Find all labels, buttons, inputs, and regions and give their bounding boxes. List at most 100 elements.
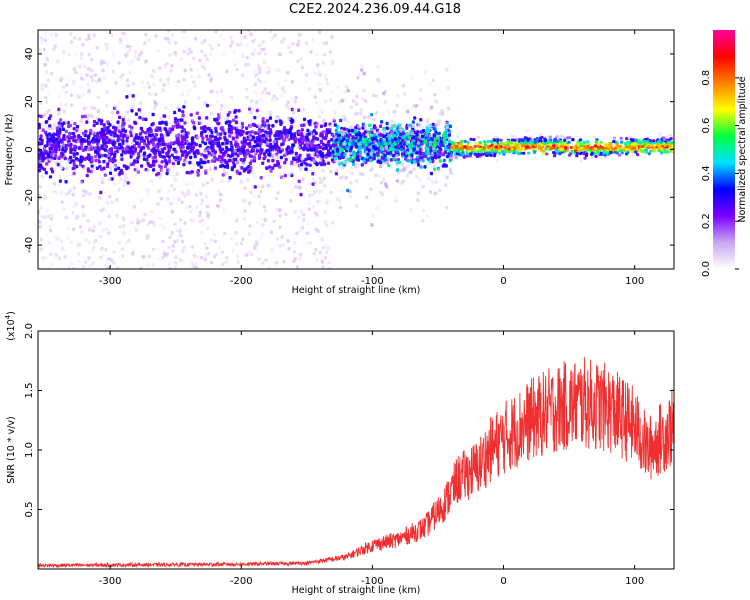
- spectral-cell: [317, 190, 321, 194]
- spectral-cell: [307, 207, 311, 211]
- spectral-cell: [258, 43, 262, 48]
- spectral-cell: [242, 216, 246, 221]
- spectral-cell: [486, 140, 490, 144]
- spectral-cell: [547, 139, 551, 143]
- spectral-cell: [82, 166, 86, 171]
- spectral-cell: [266, 141, 270, 145]
- spectral-cell: [292, 156, 296, 161]
- spectral-cell: [75, 152, 79, 156]
- spectral-cell: [364, 137, 368, 141]
- spectral-cell: [216, 189, 221, 193]
- spectral-cell: [385, 160, 389, 165]
- spectral-cell: [216, 43, 220, 47]
- spectral-cell: [299, 192, 303, 197]
- spectral-cell: [38, 224, 42, 229]
- spectral-cell: [259, 141, 263, 146]
- spectral-cell: [195, 111, 199, 115]
- spectral-cell: [74, 202, 78, 206]
- spectral-cell: [106, 266, 110, 269]
- spectral-cell: [412, 167, 416, 171]
- spectral-cell: [231, 153, 235, 158]
- spectral-cell: [362, 132, 366, 136]
- spectral-cell: [71, 166, 75, 171]
- spectral-cell: [59, 102, 63, 106]
- spectral-cell: [53, 44, 58, 48]
- spectral-cell: [394, 199, 398, 203]
- spectral-cell: [401, 83, 405, 88]
- spectral-cell: [266, 134, 270, 138]
- spectral-cell: [462, 155, 466, 159]
- spectral-cell: [182, 128, 186, 132]
- spectral-cell: [267, 152, 271, 157]
- spectral-cell: [69, 93, 73, 97]
- spectral-cell: [279, 155, 283, 160]
- spectral-cell: [563, 143, 567, 147]
- spectral-cell: [648, 139, 652, 143]
- spectral-cell: [140, 164, 144, 168]
- spectral-cell: [236, 143, 240, 147]
- spectral-cell: [82, 193, 86, 198]
- spectral-cell: [641, 140, 645, 143]
- spectral-cell: [394, 145, 398, 149]
- spectral-cell: [57, 112, 61, 116]
- spectral-cell: [300, 128, 304, 132]
- spectral-cell: [342, 142, 346, 146]
- spectral-cell: [513, 138, 517, 142]
- spectral-cell: [282, 260, 286, 264]
- spectral-cell: [92, 119, 97, 124]
- spectral-cell: [307, 153, 311, 158]
- spectral-cell: [223, 131, 227, 136]
- spectral-cell: [234, 115, 238, 119]
- spectral-cell: [446, 145, 450, 149]
- spectral-cell: [153, 101, 158, 105]
- spectral-cell: [638, 141, 642, 145]
- spectral-cell: [270, 145, 274, 149]
- spectral-cell: [299, 252, 303, 257]
- spectral-cell: [99, 60, 103, 65]
- spectral-cell: [583, 156, 587, 160]
- spectral-cell: [582, 140, 586, 144]
- spectral-cell: [661, 136, 665, 140]
- spectral-cell: [283, 165, 287, 170]
- spectral-cell: [289, 136, 293, 140]
- spectral-cell: [416, 163, 421, 167]
- spectral-cell: [169, 122, 173, 127]
- spectral-cell: [590, 151, 594, 155]
- spectral-cell: [152, 159, 156, 164]
- spectral-cell: [131, 94, 135, 98]
- spectral-cell: [210, 260, 214, 265]
- spectral-cell: [236, 160, 240, 165]
- spectral-cell: [41, 256, 45, 260]
- spectral-cell: [258, 201, 262, 206]
- spectral-cell: [350, 171, 354, 176]
- spectral-cell: [384, 184, 389, 188]
- spectral-cell: [129, 61, 133, 65]
- spectral-cell: [292, 259, 296, 263]
- spectral-cell: [136, 221, 140, 225]
- spectral-cell: [64, 180, 68, 184]
- spectral-cell: [445, 175, 449, 180]
- spectral-cell: [89, 147, 94, 151]
- spectral-cell: [57, 134, 61, 138]
- spectral-cell: [251, 135, 255, 140]
- spectral-cell: [266, 65, 270, 70]
- spectral-cell: [213, 117, 217, 122]
- spectral-cell: [118, 225, 122, 229]
- spectral-cell: [398, 132, 403, 136]
- spectral-cell: [325, 130, 329, 135]
- spectral-cell: [388, 134, 393, 138]
- spectral-cell: [349, 151, 353, 156]
- spectral-cell: [161, 88, 166, 92]
- spectral-cell: [200, 255, 204, 260]
- spectral-cell: [634, 139, 638, 143]
- spectral-cell: [330, 138, 334, 142]
- spectral-cell: [60, 200, 64, 204]
- spectral-cell: [100, 127, 104, 132]
- spectral-cell: [107, 257, 111, 261]
- y-tick-label: 0: [24, 146, 35, 152]
- spectral-cell: [167, 261, 172, 266]
- spectral-cell: [158, 217, 162, 221]
- spectral-cell: [415, 174, 419, 179]
- spectral-cell: [130, 109, 134, 113]
